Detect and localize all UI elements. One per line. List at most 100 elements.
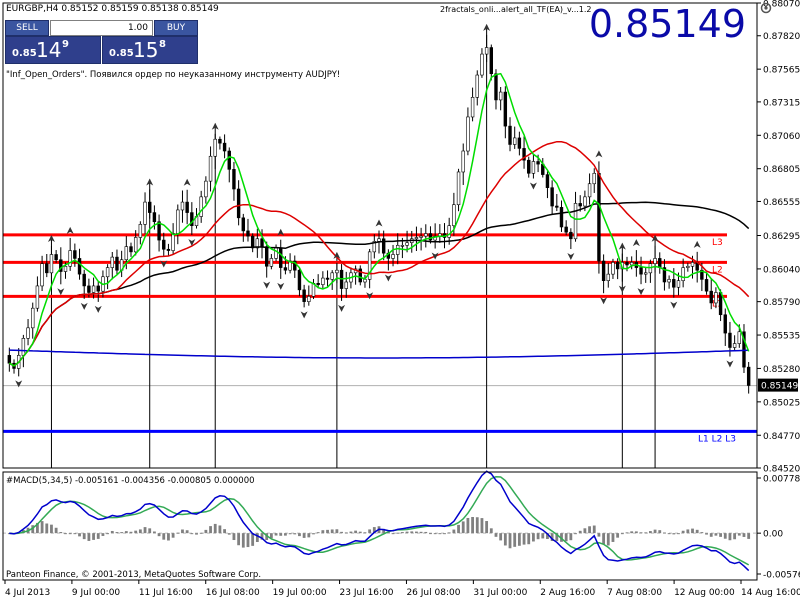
macd-histogram-bar — [503, 533, 507, 546]
macd-histogram-bar — [59, 532, 63, 534]
macd-histogram-bar — [424, 531, 428, 534]
fractal-down-arrow — [431, 252, 439, 260]
candle-body — [279, 247, 283, 268]
fractal-up-arrow — [632, 239, 640, 247]
candle-body — [583, 196, 587, 207]
sell-button[interactable]: SELL — [5, 20, 49, 36]
macd-histogram-bar — [45, 523, 49, 534]
candle-body — [35, 285, 40, 309]
sell-price-quote[interactable]: 0.85 14 9 — [5, 36, 101, 64]
macd-histogram-bar — [73, 533, 77, 535]
macd-histogram-bar — [475, 517, 479, 534]
macd-histogram-bar — [54, 527, 58, 534]
level-lines: L3 L2 L1 L1 L2 L3 — [3, 233, 757, 444]
price-tick-label: 0.88070 — [763, 0, 800, 10]
candle-body — [686, 265, 690, 268]
candle-body — [302, 289, 306, 302]
candle-body — [447, 225, 451, 238]
candle-body — [555, 205, 559, 208]
macd-histogram-bar — [639, 532, 643, 534]
candle-body — [96, 285, 100, 292]
macd-histogram-bar — [162, 533, 166, 540]
candle-body — [82, 273, 86, 287]
candle-body — [87, 285, 91, 293]
macd-histogram-bar — [391, 533, 395, 535]
macd-histogram-bar — [167, 533, 170, 541]
price-tick-label: 0.85535 — [763, 332, 800, 342]
candle-body — [508, 125, 512, 145]
candle-body — [709, 290, 713, 304]
candle-body — [227, 150, 231, 170]
macd-histogram-bar — [129, 531, 133, 534]
candle-body — [578, 203, 582, 207]
macd-histogram-bar — [218, 525, 222, 534]
candle-body — [367, 251, 372, 280]
macd-histogram-bar — [185, 530, 189, 534]
candle-body — [241, 217, 246, 232]
time-tick-label: 16 Jul 08:00 — [206, 588, 260, 598]
candle-body — [143, 201, 147, 225]
candle-body — [452, 204, 456, 226]
macd-histogram-bar — [232, 533, 236, 541]
macd-histogram-bar — [747, 533, 751, 539]
candle-body — [615, 262, 620, 270]
macd-histogram-bar — [269, 533, 273, 539]
time-tick-label: 19 Jul 00:00 — [273, 588, 327, 598]
macd-histogram-bar — [410, 531, 414, 534]
macd-histogram-bar — [616, 533, 620, 538]
buy-price-fraction: 8 — [159, 39, 166, 50]
ma-long — [9, 349, 749, 359]
macd-histogram-bar — [513, 533, 517, 547]
buy-button[interactable]: BUY — [154, 20, 198, 36]
candle-body — [494, 73, 498, 101]
one-click-trade-panel: SELL BUY 0.85 14 9 0.85 15 8 — [5, 20, 198, 64]
candle-body — [424, 233, 428, 237]
candle-body — [7, 355, 12, 364]
candle-body — [400, 245, 405, 247]
lot-size-input[interactable] — [50, 20, 153, 36]
fractal-up-arrow — [47, 235, 55, 243]
gear-icon[interactable] — [760, 2, 772, 14]
fractal-down-arrow — [670, 301, 678, 309]
macd-histogram-bar — [251, 533, 255, 546]
candle-body — [569, 231, 573, 240]
candle-body — [297, 269, 302, 291]
macd-histogram-bar — [302, 533, 306, 538]
candle-body — [307, 296, 311, 302]
candle-body — [274, 247, 278, 259]
fractal-down-arrow — [277, 282, 285, 290]
macd-histogram-bar — [31, 525, 35, 534]
current-price-tag-label: 0.85149 — [761, 382, 798, 392]
macd-histogram-bar — [532, 533, 535, 542]
macd-histogram-bar — [176, 532, 180, 534]
copyright: Panteon Finance, © 2001-2013, MetaQuotes… — [6, 570, 262, 580]
buy-price-quote[interactable]: 0.85 15 8 — [102, 36, 198, 64]
macd-tick-label: 0.00778 — [763, 475, 800, 485]
candle-body — [316, 283, 320, 285]
candle-body — [260, 238, 264, 247]
candle-body — [723, 314, 727, 334]
candle-body — [503, 91, 508, 127]
macd-histogram-bar — [489, 528, 493, 534]
macd-histogram-bar — [405, 531, 409, 534]
macd-histogram-bar — [279, 533, 283, 536]
candle-body — [728, 332, 732, 348]
candle-body — [283, 267, 288, 271]
candle-body — [49, 254, 54, 274]
macd-histogram-bar — [466, 517, 470, 534]
candle-body — [269, 258, 274, 267]
macd-histogram-bar — [227, 533, 231, 535]
candle-body — [199, 196, 203, 217]
macd-histogram-bar — [340, 531, 343, 534]
candle-body — [171, 233, 175, 251]
macd-tick-label: 0.00 — [763, 530, 783, 540]
sell-price-prefix: 0.85 — [12, 48, 37, 59]
macd-histogram-bar — [700, 532, 704, 534]
price-tick-label: 0.85790 — [763, 298, 800, 308]
macd-histogram-bar — [396, 532, 400, 534]
candle-body — [714, 292, 718, 304]
macd-tick-label: -0.00576 — [763, 571, 800, 581]
fractal-down-arrow — [263, 281, 271, 289]
macd-histogram-bar — [499, 533, 503, 541]
